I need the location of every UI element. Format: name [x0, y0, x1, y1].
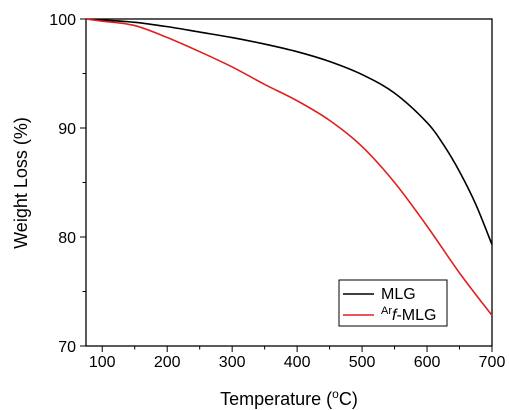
x-tick-label-200: 200: [154, 354, 181, 371]
plot-area: 100 200 300 400 500 600 700 70 80 90 100: [49, 12, 505, 371]
x-tick-label-700: 700: [479, 354, 506, 371]
legend-label-mlg: MLG: [381, 286, 416, 303]
x-tick-label-400: 400: [284, 354, 311, 371]
y-tick-label-80: 80: [58, 230, 76, 247]
legend-box: [338, 279, 448, 327]
y-tick-label-100: 100: [49, 12, 76, 29]
x-tick-label-100: 100: [89, 354, 116, 371]
x-tick-label-500: 500: [349, 354, 376, 371]
legend: MLG Arf-MLG: [338, 279, 448, 327]
series-line-1: [85, 18, 493, 316]
x-axis-title: Temperature (oC): [220, 387, 358, 409]
x-tick-label-300: 300: [219, 354, 246, 371]
legend-label-f-mlg: Arf-MLG: [381, 305, 436, 324]
series-line-0: [85, 18, 493, 245]
y-axis-title: Weight Loss (%): [11, 117, 31, 249]
x-axis-title-sup: o: [332, 387, 339, 401]
x-tick-label-600: 600: [414, 354, 441, 371]
y-tick-label-70: 70: [58, 339, 76, 356]
y-tick-label-90: 90: [58, 121, 76, 138]
